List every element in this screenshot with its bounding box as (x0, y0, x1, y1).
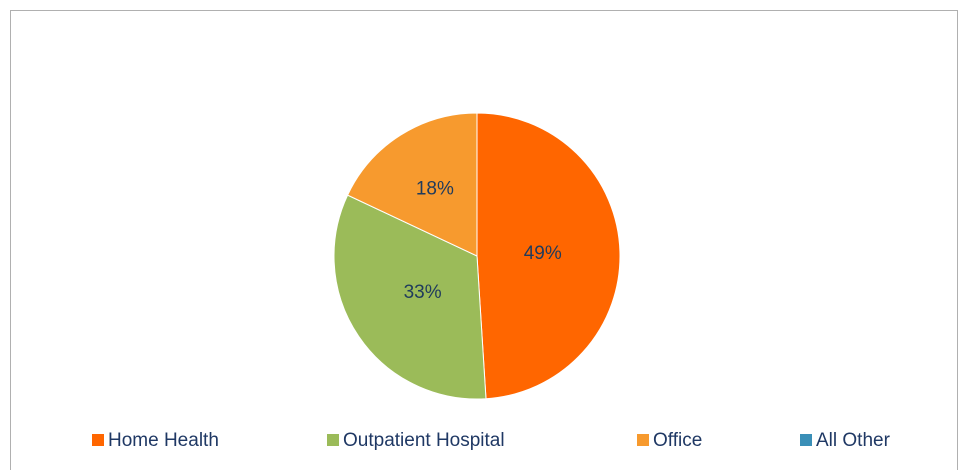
legend-label: Home Health (108, 430, 219, 451)
data-label: 18% (416, 179, 454, 200)
pie-slice (333, 194, 487, 400)
data-label: 33% (404, 282, 442, 303)
legend-label: Office (653, 430, 702, 451)
legend-swatch (800, 434, 812, 446)
pie-slice (476, 112, 621, 400)
legend-label: All Other (816, 430, 891, 451)
legend-swatch (637, 434, 649, 446)
data-label: 49% (524, 243, 562, 264)
legend-swatch (92, 434, 104, 446)
legend-label: Outpatient Hospital (343, 430, 505, 451)
pie-slice (346, 112, 478, 257)
legend-swatch (327, 434, 339, 446)
